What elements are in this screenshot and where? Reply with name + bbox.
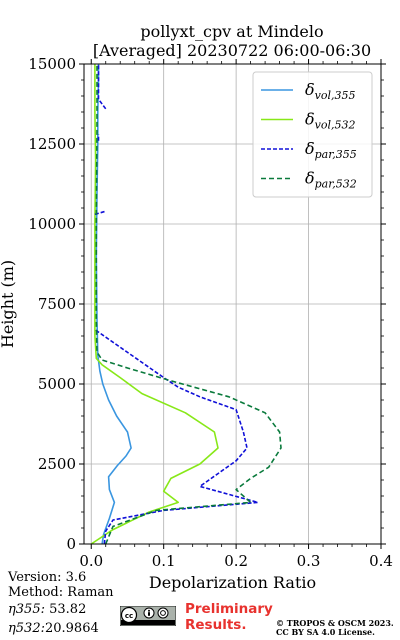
preliminary-line2: Results. (185, 617, 247, 633)
series-line-par-532 (95, 64, 282, 545)
series-layer (90, 64, 282, 545)
legend-label: δpar,532 (305, 169, 357, 191)
chart-title-line2: [Averaged] 20230722 06:00-06:30 (92, 41, 372, 60)
eta532-row: η532:20.9864 (8, 620, 99, 638)
series-line-vol-532 (90, 64, 219, 545)
y-tick-label: 15000 (28, 55, 76, 73)
eta355-row: η355: 53.82 (8, 601, 86, 619)
eta532-value: 20.9864 (44, 621, 99, 636)
y-tick-label: 5000 (38, 375, 76, 393)
preliminary-results-note: Preliminary Results. (185, 601, 273, 633)
x-tick-label: 0.3 (297, 552, 321, 570)
cc-by-sa-license-icon: cc (120, 606, 176, 626)
axes-ticks (79, 59, 386, 549)
y-tick-label: 7500 (38, 295, 76, 313)
legend-box (252, 71, 373, 198)
y-tick-label: 0 (66, 535, 76, 553)
legend-label: δvol,355 (305, 80, 356, 102)
eta355-label: η355: (8, 602, 45, 617)
chart-title-line1: pollyxt_cpv at Mindelo (140, 22, 324, 41)
y-tick-label: 12500 (28, 135, 76, 153)
copyright-line2: CC BY SA 4.0 License. (276, 627, 375, 637)
copyright-line1: © TROPOS & OSCM 2023. (276, 618, 394, 628)
y-tick-label: 2500 (38, 455, 76, 473)
x-tick-label: 0.1 (152, 552, 176, 570)
x-axis-label: Depolarization Ratio (149, 573, 316, 592)
eta355-value: 53.82 (49, 602, 87, 617)
svg-text:cc: cc (125, 612, 133, 620)
tick-labels: 0.0 0.1 0.2 0.3 0.4 0 2500 5000 7500 10000 12500 15… (28, 55, 393, 570)
series-line-par-355 (94, 64, 259, 545)
preliminary-line1: Preliminary (185, 601, 273, 617)
copyright-note: © TROPOS & OSCM 2023. CC BY SA 4.0 Licen… (276, 619, 394, 637)
method-text: Method: Raman (8, 585, 114, 600)
x-tick-label: 0.2 (224, 552, 248, 570)
legend-label: δpar,355 (305, 139, 357, 161)
y-axis-label: Height (m) (0, 260, 17, 348)
version-text: Version: 3.6 (8, 570, 87, 585)
y-tick-label: 10000 (28, 215, 76, 233)
series-line-vol-355 (95, 64, 132, 545)
legend-label: δvol,532 (305, 110, 356, 132)
legend: δvol,355 δvol,532 δpar,355 δpar,532 (252, 71, 373, 198)
eta532-label: η532: (8, 621, 45, 636)
x-tick-label: 0.0 (79, 552, 103, 570)
x-tick-label: 0.4 (369, 552, 393, 570)
